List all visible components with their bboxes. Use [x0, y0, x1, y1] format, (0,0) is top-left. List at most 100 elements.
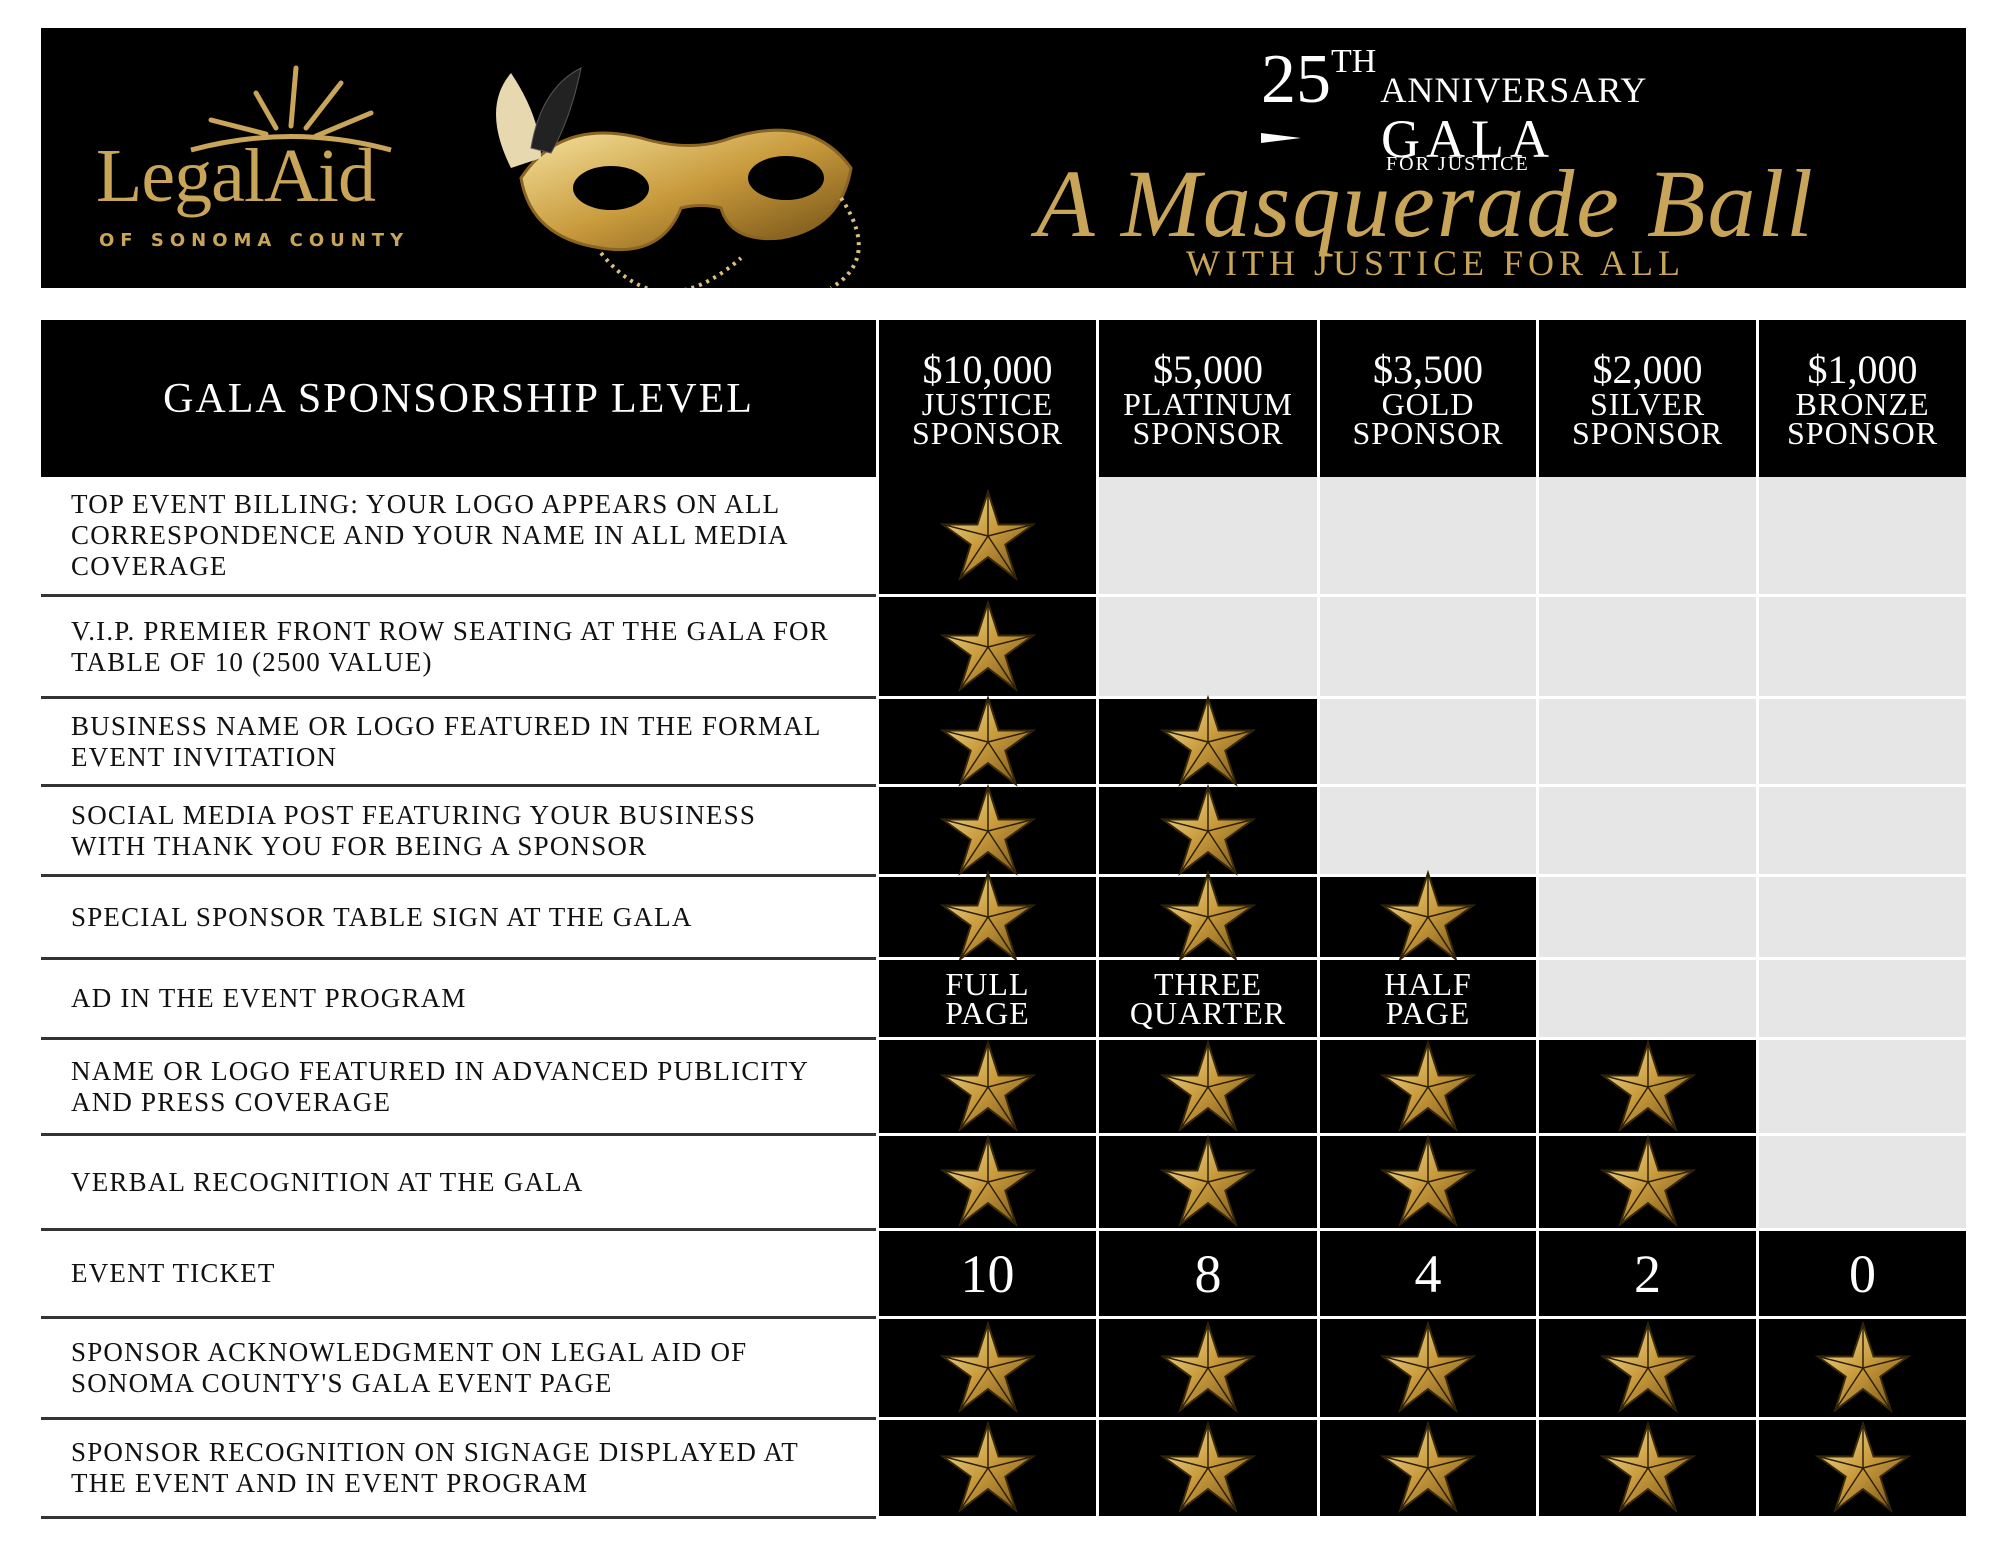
- star-icon: [1160, 1420, 1256, 1516]
- header-label-cell: GALA SPONSORSHIP LEVEL: [41, 320, 876, 477]
- star-icon: [940, 694, 1036, 790]
- benefit-cell: [1096, 699, 1317, 787]
- empty-cell: [1756, 787, 1966, 877]
- level-amount: $2,000: [1592, 346, 1703, 392]
- row-label-cell: NAME OR LOGO FEATURED IN ADVANCED PUBLIC…: [41, 1040, 876, 1136]
- empty-cell: [1317, 597, 1536, 699]
- star-icon: [1160, 1320, 1256, 1416]
- star-icon: [1380, 1320, 1476, 1416]
- star-icon: [1160, 783, 1256, 879]
- ticket-count: 10: [960, 1243, 1015, 1304]
- benefit-cell: [1317, 1319, 1536, 1420]
- benefit-cell: [1317, 1136, 1536, 1231]
- row-label-cell: SOCIAL MEDIA POST FEATURING YOUR BUSINES…: [41, 787, 876, 877]
- level-amount: $10,000: [922, 346, 1053, 392]
- level-amount: $1,000: [1807, 346, 1918, 392]
- level-name: BRONZE SPONSOR: [1786, 385, 1939, 451]
- benefit-cell: [876, 1420, 1096, 1519]
- anniversary-word: ANNIVERSARY: [1380, 70, 1648, 110]
- for-justice: FOR JUSTICE: [1386, 153, 1530, 175]
- benefit-cell: [1317, 877, 1536, 960]
- row-label: SPONSOR RECOGNITION ON SIGNAGE DISPLAYED…: [71, 1437, 799, 1498]
- logo-name: LegalAid: [96, 134, 376, 218]
- level-header: $10,000 JUSTICE SPONSOR: [876, 320, 1096, 477]
- row-label-cell: EVENT TICKET: [41, 1231, 876, 1319]
- row-label-cell: SPECIAL SPONSOR TABLE SIGN AT THE GALA: [41, 877, 876, 960]
- row-label-cell: SPONSOR ACKNOWLEDGMENT ON LEGAL AID OF S…: [41, 1319, 876, 1420]
- logo-rays: [208, 65, 374, 139]
- star-icon: [1160, 1134, 1256, 1230]
- empty-cell: [1756, 477, 1966, 597]
- level-name: GOLD SPONSOR: [1352, 385, 1504, 451]
- level-name: PLATINUM SPONSOR: [1123, 385, 1293, 451]
- ticket-count: 0: [1849, 1243, 1876, 1304]
- benefit-cell: FULL PAGE: [876, 960, 1096, 1040]
- star-icon: [1160, 694, 1256, 790]
- star-icon: [1160, 1039, 1256, 1135]
- ticket-count: 8: [1194, 1243, 1222, 1304]
- benefit-cell: 10: [876, 1231, 1096, 1319]
- ad-size: FULL PAGE: [945, 965, 1030, 1031]
- benefit-cell: [1536, 1136, 1756, 1231]
- row-label: SPECIAL SPONSOR TABLE SIGN AT THE GALA: [71, 901, 693, 932]
- banner: LegalAid OF SONOMA COUNTY 25TH ANNIVERSA…: [41, 28, 1966, 288]
- empty-cell: [1536, 877, 1756, 960]
- benefit-cell: [1096, 1040, 1317, 1136]
- logo-sub: OF SONOMA COUNTY: [99, 230, 410, 251]
- star-icon: [940, 488, 1036, 584]
- benefit-cell: [1096, 1319, 1317, 1420]
- empty-cell: [1096, 597, 1317, 699]
- level-header: $3,500 GOLD SPONSOR: [1317, 320, 1536, 477]
- row-label-cell: AD IN THE EVENT PROGRAM: [41, 960, 876, 1040]
- empty-cell: [1756, 877, 1966, 960]
- level-header: $2,000 SILVER SPONSOR: [1536, 320, 1756, 477]
- row-label-cell: V.I.P. PREMIER FRONT ROW SEATING AT THE …: [41, 597, 876, 699]
- empty-cell: [1756, 960, 1966, 1040]
- event-title: A Masquerade Ball: [1036, 150, 1815, 257]
- row-label-cell: VERBAL RECOGNITION AT THE GALA: [41, 1136, 876, 1231]
- sparkle: [1261, 133, 1301, 143]
- benefit-cell: [1536, 1040, 1756, 1136]
- row-label: EVENT TICKET: [71, 1258, 276, 1288]
- benefit-cell: [1317, 1040, 1536, 1136]
- row-label: SPONSOR ACKNOWLEDGMENT ON LEGAL AID OF S…: [71, 1337, 748, 1398]
- level-header: $1,000 BRONZE SPONSOR: [1756, 320, 1966, 477]
- tagline: WITH JUSTICE FOR ALL: [1186, 243, 1685, 283]
- ad-size: THREE QUARTER: [1129, 965, 1287, 1031]
- empty-cell: [1536, 787, 1756, 877]
- level-header: $5,000 PLATINUM SPONSOR: [1096, 320, 1317, 477]
- level-amount: $5,000: [1153, 346, 1263, 392]
- benefit-cell: [876, 787, 1096, 877]
- empty-cell: [1317, 477, 1536, 597]
- star-icon: [1600, 1320, 1696, 1416]
- benefit-cell: [876, 597, 1096, 699]
- star-icon: [1380, 1420, 1476, 1516]
- benefit-cell: [1317, 1420, 1536, 1519]
- row-label-cell: BUSINESS NAME OR LOGO FEATURED IN THE FO…: [41, 699, 876, 787]
- benefit-cell: [876, 1040, 1096, 1136]
- row-label-cell: TOP EVENT BILLING: YOUR LOGO APPEARS ON …: [41, 477, 876, 597]
- benefit-cell: HALF PAGE: [1317, 960, 1536, 1040]
- level-name: SILVER SPONSOR: [1571, 385, 1724, 451]
- star-icon: [940, 783, 1036, 879]
- star-icon: [940, 1320, 1036, 1416]
- benefit-cell: THREE QUARTER: [1096, 960, 1317, 1040]
- benefit-cell: 0: [1756, 1231, 1966, 1319]
- benefit-cell: [876, 699, 1096, 787]
- row-label: SOCIAL MEDIA POST FEATURING YOUR BUSINES…: [71, 799, 757, 861]
- row-label: AD IN THE EVENT PROGRAM: [71, 983, 467, 1013]
- logo-arc: [190, 134, 392, 153]
- star-icon: [1380, 1039, 1476, 1135]
- star-icon: [1380, 1134, 1476, 1230]
- empty-cell: [1756, 1136, 1966, 1231]
- star-icon: [1815, 1420, 1911, 1516]
- star-icon: [940, 869, 1036, 965]
- level-name: JUSTICE SPONSOR: [911, 385, 1064, 451]
- empty-cell: [1756, 597, 1966, 699]
- row-label-cell: SPONSOR RECOGNITION ON SIGNAGE DISPLAYED…: [41, 1420, 876, 1519]
- star-icon: [940, 1039, 1036, 1135]
- star-icon: [1160, 869, 1256, 965]
- benefit-cell: [1536, 1319, 1756, 1420]
